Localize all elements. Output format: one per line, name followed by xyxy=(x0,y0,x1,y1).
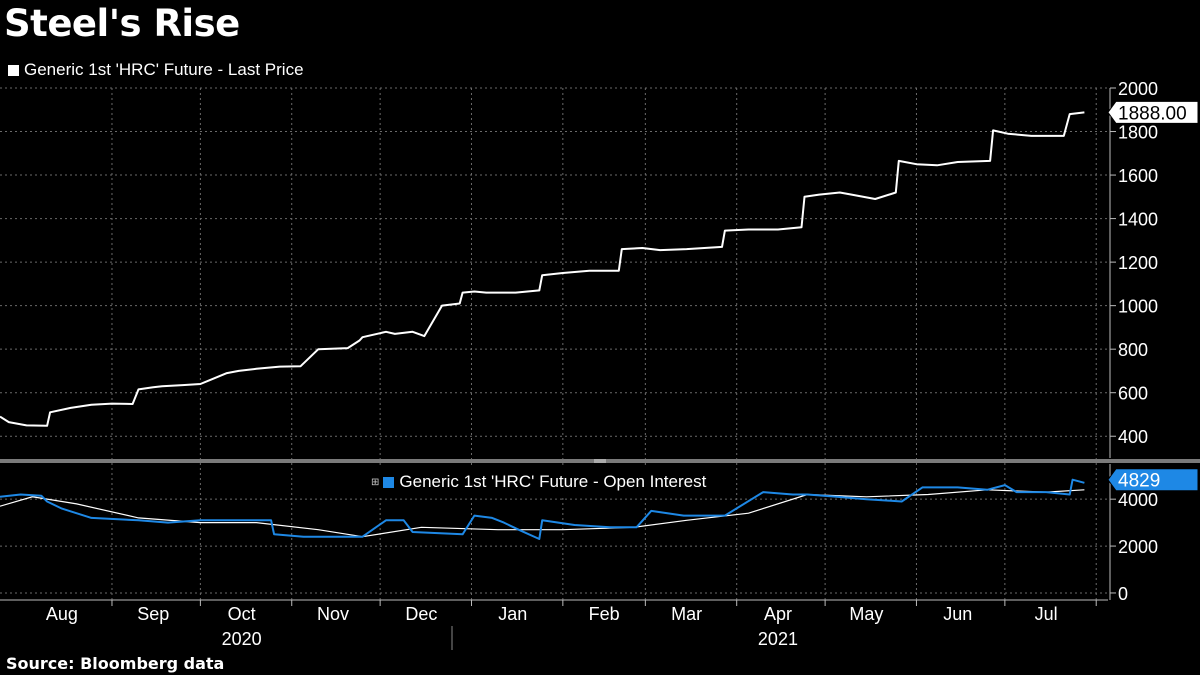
price-tick-label: 400 xyxy=(1118,427,1148,447)
open-interest-last-value-label: 4829 xyxy=(1107,468,1199,492)
price-tick-label: 1400 xyxy=(1118,210,1158,230)
year-tick-label: 2021 xyxy=(758,629,798,649)
open-interest-series xyxy=(0,478,1085,540)
panel-resize-handle[interactable] xyxy=(594,459,606,463)
month-tick-label: Oct xyxy=(228,604,256,624)
price-tick-label: 600 xyxy=(1118,384,1148,404)
grid-lines xyxy=(0,87,1108,606)
month-tick-label: Nov xyxy=(317,604,349,624)
open-interest-y-axis: 0 2000 4000 xyxy=(1109,464,1158,604)
open-interest-tick-label: 2000 xyxy=(1118,537,1158,557)
month-tick-label: Aug xyxy=(46,604,78,624)
price-y-axis: 400 600 800 1000 1200 1400 1600 1800 2000 xyxy=(1109,79,1158,458)
svg-text:1888.00: 1888.00 xyxy=(1118,103,1187,124)
x-axis: Aug Sep Oct Nov Dec Jan Feb Mar Apr May Jun Jul 2020… xyxy=(0,599,1108,650)
price-legend-swatch xyxy=(8,64,19,76)
month-tick-label: Sep xyxy=(137,604,169,624)
price-series xyxy=(0,111,1085,427)
price-last-value-label: 1888.00 xyxy=(1107,100,1199,124)
price-tick-label: 2000 xyxy=(1118,79,1158,99)
month-tick-label: Dec xyxy=(405,604,437,624)
month-tick-label: Feb xyxy=(589,604,620,624)
price-line xyxy=(0,111,1085,427)
svg-text:4829: 4829 xyxy=(1118,471,1160,492)
open-interest-legend-label: Generic 1st 'HRC' Future - Open Interest xyxy=(399,472,707,491)
month-tick-label: Apr xyxy=(764,604,792,624)
month-tick-label: Mar xyxy=(671,604,702,624)
open-interest-legend: ⊞ Generic 1st 'HRC' Future - Open Intere… xyxy=(367,468,715,496)
month-tick-label: Jul xyxy=(1035,604,1058,624)
open-interest-moving-average-line xyxy=(0,489,1085,538)
source-note: Source: Bloomberg data xyxy=(6,654,225,673)
price-tick-label: 1600 xyxy=(1118,166,1158,186)
open-interest-tick-label: 4000 xyxy=(1118,490,1158,510)
price-legend-label: Generic 1st 'HRC' Future - Last Price xyxy=(24,60,304,79)
month-tick-label: Jan xyxy=(498,604,527,624)
open-interest-legend-swatch xyxy=(383,476,395,488)
price-tick-label: 1000 xyxy=(1118,297,1158,317)
price-tick-label: 800 xyxy=(1118,340,1148,360)
month-tick-label: May xyxy=(849,604,883,624)
open-interest-tick-label: 0 xyxy=(1118,584,1128,604)
price-tick-label: 1800 xyxy=(1118,123,1158,143)
price-tick-label: 1200 xyxy=(1118,253,1158,273)
chart-title: Steel's Rise xyxy=(4,2,240,45)
month-tick-label: Jun xyxy=(943,604,972,624)
panel-divider xyxy=(0,459,1200,463)
open-interest-line xyxy=(0,478,1085,540)
price-legend: Generic 1st 'HRC' Future - Last Price xyxy=(8,60,304,80)
legend-expand-icon[interactable]: ⊞ xyxy=(371,476,380,488)
year-tick-label: 2020 xyxy=(222,629,262,649)
last-value-labels: 1888.00 4829 xyxy=(1107,100,1199,492)
